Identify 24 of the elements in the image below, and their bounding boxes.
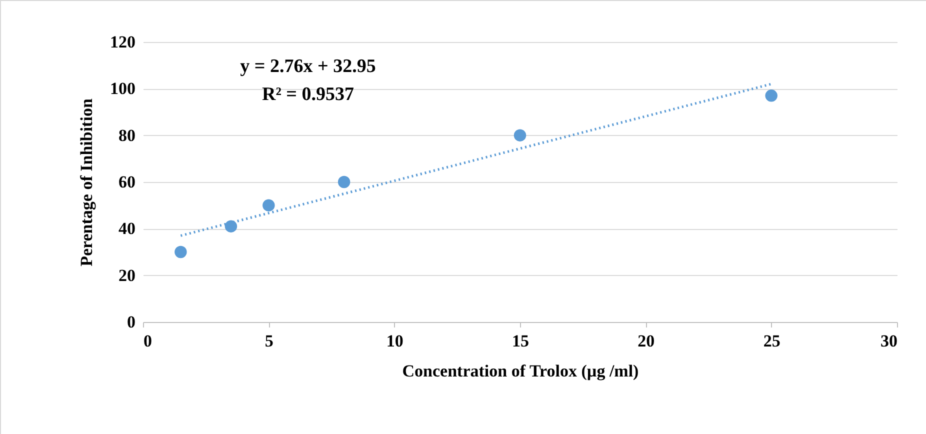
- y-axis-title: Perentage of Inhibition: [77, 98, 96, 266]
- y-tick-label: 120: [110, 32, 136, 52]
- y-tick-label: 40: [118, 219, 136, 238]
- x-axis-title: Concentration of Trolox (µg /ml): [402, 362, 639, 380]
- point: [338, 176, 350, 188]
- y-tick-label: 0: [127, 312, 136, 332]
- annotation: R² = 0.9537: [262, 84, 354, 105]
- x-tick-label: 5: [264, 332, 274, 350]
- x-tick-label: 15: [512, 332, 529, 350]
- x-tick-label: 0: [144, 332, 152, 350]
- point: [514, 129, 526, 142]
- y-tick-label: 100: [110, 79, 136, 98]
- y-tick-label: 60: [118, 172, 136, 192]
- x-tick-label: 10: [386, 332, 404, 350]
- x-tick-label: 25: [763, 332, 780, 350]
- point: [765, 90, 778, 102]
- y-tick-label: 80: [118, 126, 136, 145]
- x-tick-label: 20: [638, 332, 655, 350]
- y-tick-label: 20: [118, 266, 136, 285]
- x-tick-label: 30: [880, 332, 898, 350]
- point: [174, 246, 187, 258]
- point: [224, 220, 238, 232]
- point: [262, 199, 275, 212]
- annotation: y = 2.76x + 32.95: [240, 56, 376, 77]
